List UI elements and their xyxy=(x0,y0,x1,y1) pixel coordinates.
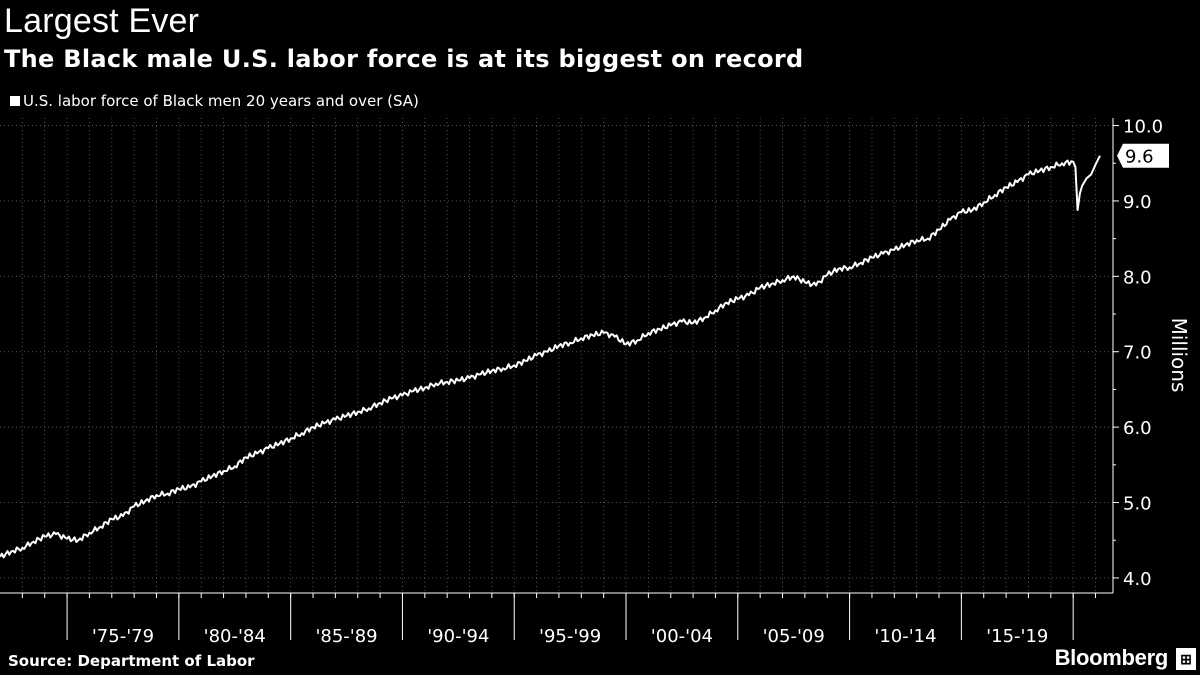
x-tick-label: '80-'84 xyxy=(204,626,266,647)
legend-label: U.S. labor force of Black men 20 years a… xyxy=(23,92,419,110)
gridlines xyxy=(0,118,1113,593)
y-tick-label: 8.0 xyxy=(1123,267,1152,288)
y-tick-label: 9.0 xyxy=(1123,192,1152,213)
y-axis-title: Millions xyxy=(1167,318,1191,393)
x-tick-label: '10-'14 xyxy=(874,626,936,647)
axes xyxy=(0,118,1119,640)
y-tick-label: 6.0 xyxy=(1123,418,1152,439)
page-title: Largest Ever xyxy=(4,2,200,40)
x-tick-label: '90-'94 xyxy=(427,626,489,647)
x-tick-label: '15-'19 xyxy=(986,626,1048,647)
source-note: Source: Department of Labor xyxy=(8,652,255,670)
last-value-label: 9.6 xyxy=(1125,147,1154,168)
y-tick-label: 7.0 xyxy=(1123,343,1152,364)
x-tick-label: '00-'04 xyxy=(651,626,713,647)
x-tick-label: '75-'79 xyxy=(92,626,154,647)
x-tick-label: '05-'09 xyxy=(763,626,825,647)
y-tick-label: 10.0 xyxy=(1123,117,1163,138)
last-value-tag xyxy=(1117,143,1169,168)
page-subtitle: The Black male U.S. labor force is at it… xyxy=(4,45,804,73)
y-tick-label: 5.0 xyxy=(1123,494,1152,515)
bloomberg-terminal-icon: ⊞ xyxy=(1176,648,1196,670)
labels: 4.0 5.0 6.0 7.0 8.0 9.0 10.0 '75-'79 '80-'84 '85-… xyxy=(92,117,1191,647)
y-tick-label: 4.0 xyxy=(1123,569,1152,590)
bloomberg-logo: Bloomberg xyxy=(1054,645,1169,670)
x-tick-label: '85-'89 xyxy=(315,626,377,647)
legend: U.S. labor force of Black men 20 years a… xyxy=(10,92,419,110)
series-layer xyxy=(0,155,1101,559)
legend-swatch xyxy=(10,96,20,106)
x-tick-label: '95-'99 xyxy=(539,626,601,647)
series-line xyxy=(0,155,1101,559)
